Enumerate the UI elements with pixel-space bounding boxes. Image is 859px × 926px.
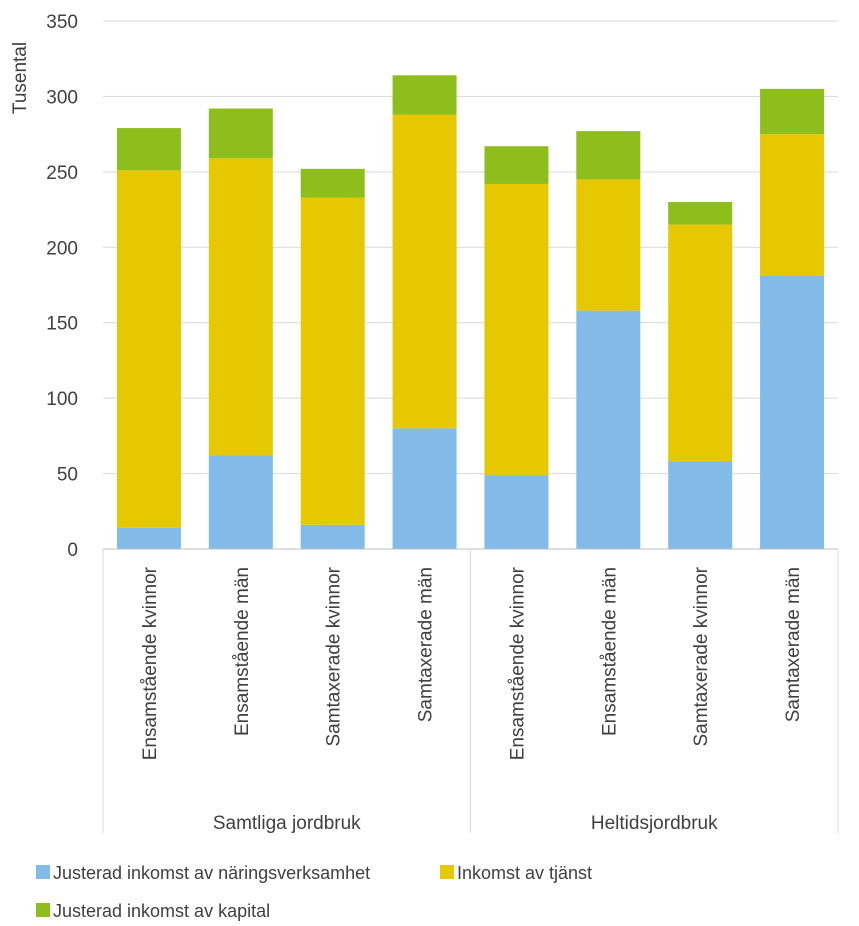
bar-segment xyxy=(300,197,365,525)
x-tick-label: Ensamstående män xyxy=(599,567,620,736)
bar-segment xyxy=(392,75,457,115)
bar-segment xyxy=(576,310,641,549)
x-tick-label: Ensamstående kvinnor xyxy=(507,566,528,760)
bar-segment xyxy=(668,224,733,462)
bar-segment xyxy=(208,455,273,549)
bar-segment xyxy=(576,131,641,180)
y-tick-label: 50 xyxy=(57,465,78,486)
legend-label: Inkomst av tjänst xyxy=(457,863,592,883)
legend: Justerad inkomst av näringsverksamhet Ink… xyxy=(36,863,592,921)
bar-segment xyxy=(484,146,549,184)
x-tick-label: Ensamstående kvinnor xyxy=(140,566,161,760)
bar-segment xyxy=(208,108,273,159)
legend-label: Justerad inkomst av kapital xyxy=(53,901,270,921)
bar-segment xyxy=(116,128,181,171)
y-tick-label: 350 xyxy=(46,12,78,33)
x-tick-label: Samtaxerade män xyxy=(783,567,804,722)
x-tick-label: Samtaxerade män xyxy=(416,567,437,722)
bar-segment xyxy=(484,475,549,549)
legend-swatch xyxy=(36,903,50,917)
y-tick-label: 0 xyxy=(67,540,78,561)
legend-swatch xyxy=(36,865,50,879)
legend-label: Justerad inkomst av näringsverksamhet xyxy=(53,863,370,883)
bar-segment xyxy=(760,88,825,135)
x-tick-label: Ensamstående män xyxy=(232,567,253,736)
bar-segment xyxy=(668,202,733,225)
bar-segment xyxy=(760,275,825,549)
bar-segment xyxy=(668,461,733,549)
bars xyxy=(116,75,825,549)
x-tick-label: Samtaxerade kvinnor xyxy=(324,566,345,746)
bar-segment xyxy=(116,527,181,549)
bar-segment xyxy=(208,158,273,456)
bar-segment xyxy=(484,183,549,476)
y-tick-label: 150 xyxy=(46,314,78,335)
y-tick-label: 200 xyxy=(46,238,78,259)
bar-segment xyxy=(392,428,457,549)
bar-segment xyxy=(576,179,641,311)
bar-segment xyxy=(392,114,457,429)
bar-segment xyxy=(760,134,825,276)
y-tick-label: 100 xyxy=(46,389,78,410)
x-axis: Ensamstående kvinnor Ensamstående män Samt… xyxy=(102,548,839,834)
legend-swatch xyxy=(440,865,454,879)
y-axis-label: Tusental xyxy=(10,42,31,114)
bar-segment xyxy=(116,170,181,528)
y-tick-label: 300 xyxy=(46,87,78,108)
group-label: Heltidsjordbruk xyxy=(591,813,718,834)
x-tick-label: Samtaxerade kvinnor xyxy=(691,566,712,746)
y-axis-ticks: 0 50 100 150 200 250 300 350 xyxy=(46,12,78,561)
bar-segment xyxy=(300,168,365,198)
group-label: Samtliga jordbruk xyxy=(213,813,361,834)
bar-segment xyxy=(300,524,365,549)
y-tick-label: 250 xyxy=(46,163,78,184)
